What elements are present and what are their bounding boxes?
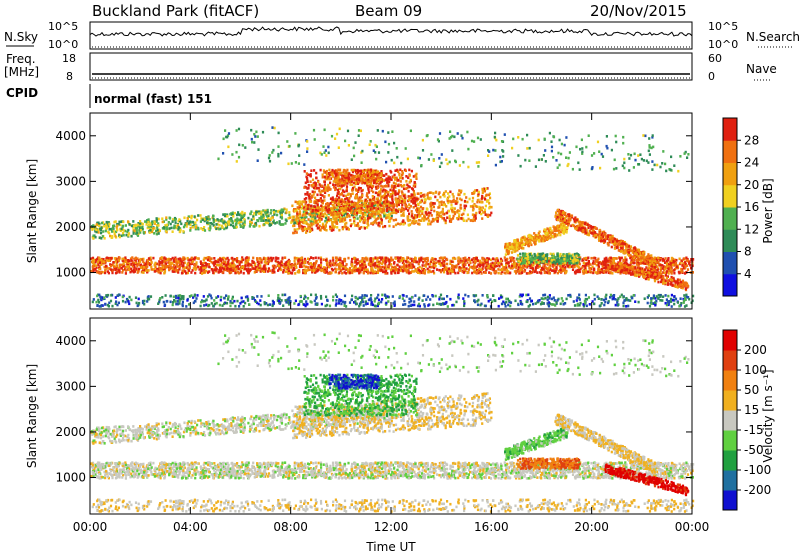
colorbar-segment — [723, 229, 737, 252]
power-colorbar: 4 8 12 16 20 24 28 — [722, 117, 759, 297]
velocity-colorbar-label: Velocity [m s⁻¹] — [761, 369, 775, 462]
nsky-trace — [89, 26, 693, 37]
colorbar-tick-label: 200 — [744, 343, 767, 357]
colorbar-segment — [723, 450, 737, 471]
colorbar-segment — [723, 410, 737, 431]
station-title: Buckland Park (fitACF) — [92, 2, 259, 20]
x-tick-label: 08:00 — [273, 520, 308, 534]
colorbar-segment — [723, 490, 737, 511]
freq-tick-top: 18 — [62, 52, 76, 65]
power-scatter — [90, 126, 695, 308]
colorbar-segment — [723, 184, 737, 208]
y-tick-label: 1000 — [55, 471, 86, 485]
colorbar-segment — [723, 207, 737, 230]
colorbar-tick-label: 12 — [744, 222, 759, 236]
nsky-tick-bottom: 10^0 — [48, 38, 78, 51]
x-tick-label: 16:00 — [474, 520, 509, 534]
freq-strip: Freq. [MHz] 18 8 60 0 Nave — [4, 52, 777, 83]
freq-tick-bottom: 8 — [66, 70, 73, 83]
colorbar-segment — [723, 390, 737, 411]
velocity-panel: 1000 2000 3000 4000 Slant Range [km] 200 100… — [25, 317, 775, 515]
colorbar-tick-label: 28 — [744, 133, 759, 147]
nsearch-tick-bottom: 10^0 — [708, 38, 738, 51]
nave-tick-bottom: 0 — [708, 70, 715, 83]
colorbar-segment — [723, 330, 737, 351]
nsearch-label: N.Search — [746, 30, 800, 44]
colorbar-tick-label: -50 — [744, 443, 764, 457]
colorbar-tick-label: 8 — [744, 245, 752, 259]
y-tick-label: 4000 — [55, 334, 86, 348]
colorbar-segment — [723, 470, 737, 491]
beam-title: Beam 09 — [355, 2, 422, 20]
colorbar-tick-label: 24 — [744, 156, 759, 170]
colorbar-tick-label: 100 — [744, 363, 767, 377]
colorbar-tick-label: -100 — [744, 463, 771, 477]
nsky-tick-top: 10^5 — [48, 20, 78, 33]
power-colorbar-label: Power [dB] — [761, 178, 775, 243]
x-tick-label: 00:00 — [675, 520, 710, 534]
colorbar-tick-label: 20 — [744, 178, 759, 192]
colorbar-tick-label: 50 — [744, 383, 759, 397]
y-tick-label: 1000 — [55, 266, 86, 280]
velocity-colorbar: 200 100 50 15 -15 -50 -100 -200 — [722, 329, 771, 511]
colorbar-tick-label: 4 — [744, 267, 752, 281]
velocity-y-axis: 1000 2000 3000 4000 — [55, 334, 692, 485]
x-tick-label: 20:00 — [574, 520, 609, 534]
nsky-strip: N.Sky 10^5 10^0 10^5 10^0 N.Search — [4, 20, 800, 51]
y-tick-label: 3000 — [55, 174, 86, 188]
nave-label: Nave — [746, 62, 777, 76]
date-title: 20/Nov/2015 — [590, 2, 687, 20]
y-tick-label: 2000 — [55, 220, 86, 234]
nsearch-tick-top: 10^5 — [708, 20, 738, 33]
y-tick-label: 3000 — [55, 379, 86, 393]
colorbar-segment — [723, 118, 737, 141]
y-tick-label: 4000 — [55, 129, 86, 143]
time-x-axis: 00:00 04:00 08:00 12:00 16:00 20:00 00:00 — [73, 113, 710, 534]
power-panel: 1000 2000 3000 4000 Slant Range [km] 4 8 12 16… — [25, 112, 775, 310]
nsky-label: N.Sky — [4, 30, 38, 44]
colorbar-segment — [723, 162, 737, 186]
colorbar-segment — [723, 140, 737, 163]
colorbar-tick-label: 16 — [744, 200, 759, 214]
freq-label: Freq. — [6, 52, 36, 66]
colorbar-segment — [723, 430, 737, 451]
colorbar-tick-label: -200 — [744, 483, 771, 497]
colorbar-segment — [723, 370, 737, 391]
x-tick-label: 00:00 — [73, 520, 108, 534]
colorbar-tick-label: -15 — [744, 423, 764, 437]
colorbar-segment — [723, 273, 737, 297]
velocity-scatter — [90, 331, 695, 513]
time-xlabel: Time UT — [365, 540, 416, 554]
power-ylabel: Slant Range [km] — [25, 159, 39, 263]
x-tick-label: 04:00 — [173, 520, 208, 534]
velocity-ylabel: Slant Range [km] — [25, 364, 39, 468]
x-tick-label: 12:00 — [374, 520, 409, 534]
power-y-axis: 1000 2000 3000 4000 — [55, 129, 692, 280]
nave-tick-top: 60 — [708, 52, 722, 65]
cpid-label: CPID — [6, 86, 38, 100]
colorbar-segment — [723, 350, 737, 371]
cpid-value: normal (fast) 151 — [94, 92, 212, 106]
colorbar-segment — [723, 251, 737, 275]
y-tick-label: 2000 — [55, 425, 86, 439]
freq-unit: [MHz] — [4, 65, 39, 79]
colorbar-tick-label: 15 — [744, 403, 759, 417]
